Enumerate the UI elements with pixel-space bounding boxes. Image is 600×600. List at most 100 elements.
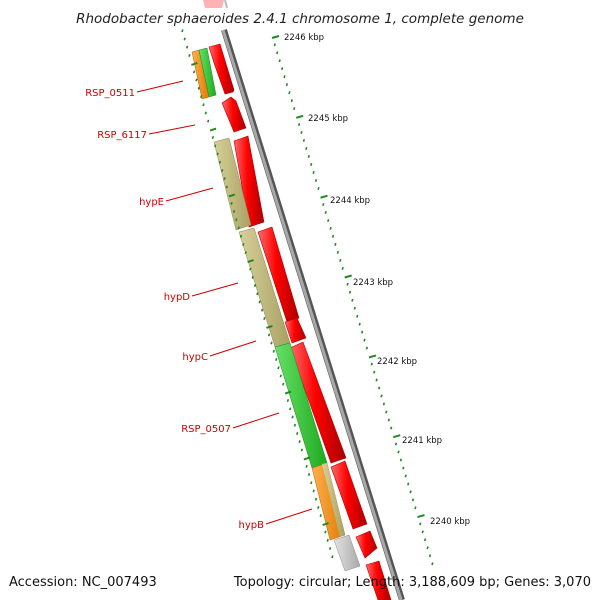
minor-tick [373,370,376,374]
kbp-labels: 2246 kbp 2245 kbp 2244 kbp 2243 kbp 2242… [284,33,470,527]
green-feature[interactable] [198,47,217,98]
inner-minor-tick [305,464,308,468]
inner-minor-tick [263,316,266,320]
inner-minor-tick [275,358,278,362]
gene-label-hypd[interactable]: hypD [164,292,191,303]
inner-minor-tick [279,374,282,378]
minor-tick [365,346,369,350]
inner-minor-tick [239,234,243,238]
inner-minor-tick [267,333,271,337]
inner-minor-tick [272,349,275,353]
major-tick [392,434,401,439]
minor-tick [397,450,400,454]
cds-arrow[interactable] [257,226,300,323]
minor-tick [407,482,410,486]
hype-feature[interactable] [213,137,252,231]
minor-tick [370,362,373,366]
hypb-khaki-strip [322,463,345,537]
inner-minor-tick [232,210,236,214]
major-tick [368,354,377,359]
gene-label-rsp-0507[interactable]: RSP_0507 [181,424,231,435]
inner-minor-tick [314,497,318,501]
minor-tick [293,107,296,111]
major-tick [295,114,304,119]
inner-minor-tick [331,555,334,559]
inner-minor-tick [286,399,290,403]
gene-labels: RSP_0511 RSP_6117 hypE hypD hypC RSP_050… [85,88,264,531]
tick-label-2246: 2246 kbp [284,33,324,43]
minor-tick [276,51,279,55]
cds-arrow[interactable] [365,560,392,600]
inner-minor-tick [324,530,327,534]
inner-minor-tick [326,538,329,542]
minor-tick [382,402,386,406]
inner-minor-tick [296,431,299,435]
minor-tick [353,306,356,310]
inner-minor-tick [218,160,222,164]
tick-label-2241: 2241 kbp [402,436,442,446]
minor-tick [305,147,308,151]
major-tick [271,35,280,39]
inner-minor-tick [258,300,261,304]
tick-label-2243: 2243 kbp [353,278,393,288]
topology-text: Topology: circular; Length: 3,188,609 bp… [233,575,591,590]
major-tick [417,514,425,519]
minor-tick [290,99,293,103]
inner-major-tick [284,390,292,395]
inner-minor-tick [293,423,297,427]
inner-minor-tick [230,201,233,205]
cds-arrow[interactable] [208,43,235,95]
minor-tick [307,155,310,159]
minor-tick [351,298,354,302]
inner-minor-tick [256,292,259,296]
minor-tick [431,562,434,566]
inner-minor-tick [282,382,285,386]
minor-tick [336,250,340,254]
minor-tick [356,314,359,318]
inner-minor-tick [244,251,247,255]
minor-tick [300,131,303,135]
major-tick [320,194,328,199]
inner-major-tick [322,522,329,527]
inner-minor-tick [195,78,198,82]
inner-major-tick [228,193,236,198]
genome-backbone [221,29,405,600]
inner-minor-tick [214,144,217,148]
cds-arrow[interactable] [330,460,368,530]
minor-tick [346,282,349,286]
minor-tick [341,266,344,270]
minor-tick [327,218,330,222]
minor-tick [419,522,422,526]
cds-arrow[interactable] [221,96,247,133]
minor-tick [402,466,405,470]
minor-tick [339,258,342,262]
gene-label-hype[interactable]: hypE [139,197,164,208]
gene-label-hypc[interactable]: hypC [182,352,208,363]
inner-minor-tick [235,218,238,222]
inner-minor-tick [242,242,245,246]
inner-minor-tick [204,111,207,115]
gene-label-rsp-6117[interactable]: RSP_6117 [97,130,147,141]
forward-cds-track [208,43,392,600]
minor-tick [317,186,320,190]
inner-minor-tick [221,168,224,172]
grey-feature[interactable] [333,534,361,572]
gene-label-hypb[interactable]: hypB [239,520,265,531]
gene-leader-lines [136,80,313,525]
gene-label-rsp-0511[interactable]: RSP_0511 [85,88,135,99]
minor-tick [322,202,325,206]
cds-arrow[interactable] [289,341,347,464]
inner-minor-tick [183,37,186,41]
minor-tick [423,538,427,542]
inner-minor-tick [185,45,189,49]
cds-arrow[interactable] [355,530,378,559]
minor-tick [334,242,337,246]
inner-major-tick [247,259,254,264]
tick-label-2245: 2245 kbp [308,114,348,124]
cds-arrow[interactable] [284,317,307,344]
minor-tick [399,458,403,462]
inner-minor-tick [310,481,313,485]
inner-minor-tick [188,53,191,57]
minor-tick [358,322,361,326]
